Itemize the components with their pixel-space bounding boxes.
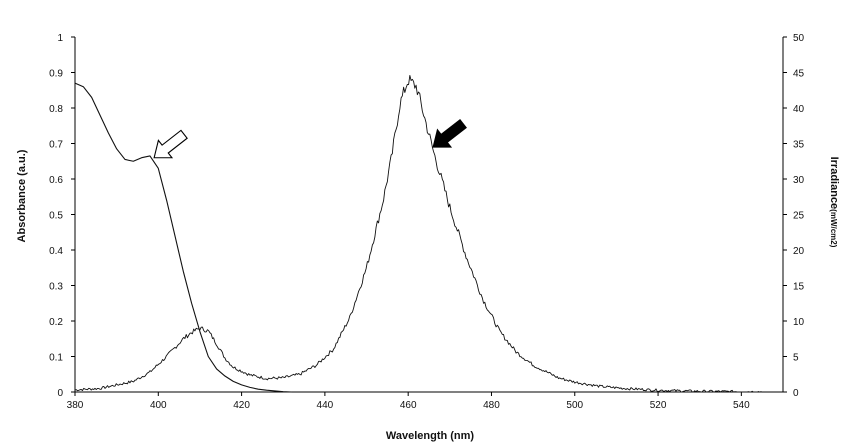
y-left-tick-label: 0.9 — [49, 69, 63, 80]
x-tick-label: 500 — [566, 400, 583, 411]
y-right-tick-label: 5 — [793, 353, 799, 364]
absorbance-line — [74, 82, 292, 393]
y-axis-right-title-unit: (mW/cm2) — [829, 209, 838, 248]
x-tick-label: 400 — [150, 400, 167, 411]
y-right-tick-label: 30 — [793, 175, 805, 186]
arrow-shape — [153, 129, 188, 159]
y-axis-right: 0 5 10 15 20 25 30 35 40 45 50 — [782, 33, 805, 399]
x-axis: 380 400 420 440 460 480 500 520 540 — [67, 391, 783, 411]
y-axis-right-title-main: Irradiance — [828, 157, 840, 210]
y-axis-left: 0 0.1 0.2 0.3 0.4 0.5 0.6 0.7 0.8 0.9 1 — [49, 33, 76, 399]
x-tick-label: 520 — [650, 400, 667, 411]
irradiance-line — [74, 74, 763, 393]
y-left-tick-label: 0.2 — [49, 317, 63, 328]
x-tick-label: 440 — [317, 400, 334, 411]
x-tick-label: 420 — [233, 400, 250, 411]
x-tick-label: 380 — [67, 400, 84, 411]
y-axis-right-title: Irradiance(mW/cm2) — [828, 157, 840, 248]
y-left-tick-label: 1 — [57, 33, 63, 44]
y-right-tick-label: 10 — [793, 317, 805, 328]
y-left-tick-label: 0 — [57, 388, 63, 399]
y-right-tick-label: 45 — [793, 69, 805, 80]
y-left-tick-label: 0.5 — [49, 211, 63, 222]
y-left-tick-label: 0.6 — [49, 175, 63, 186]
y-left-tick-label: 0.8 — [49, 104, 63, 115]
x-axis-title: Wavelength (nm) — [386, 430, 475, 442]
y-left-tick-label: 0.1 — [49, 353, 63, 364]
x-tick-label: 540 — [733, 400, 750, 411]
annotation-layer — [153, 118, 467, 159]
y-left-tick-label: 0.3 — [49, 282, 63, 293]
y-right-tick-label: 25 — [793, 211, 805, 222]
y-left-tick-label: 0.4 — [49, 246, 63, 257]
y-right-tick-label: 15 — [793, 282, 805, 293]
y-right-tick-label: 40 — [793, 104, 805, 115]
y-right-tick-label: 35 — [793, 140, 805, 151]
irradiance-arrow — [432, 118, 467, 148]
x-tick-label: 460 — [400, 400, 417, 411]
series-layer — [74, 74, 763, 393]
y-right-tick-label: 0 — [793, 388, 799, 399]
y-axis-left-title: Absorbance (a.u.) — [16, 149, 28, 242]
y-right-tick-label: 50 — [793, 33, 805, 44]
absorbance-arrow — [153, 129, 188, 159]
y-left-tick-label: 0.7 — [49, 140, 63, 151]
arrow-shape — [432, 118, 467, 148]
y-right-tick-label: 20 — [793, 246, 805, 257]
x-tick-label: 480 — [483, 400, 500, 411]
